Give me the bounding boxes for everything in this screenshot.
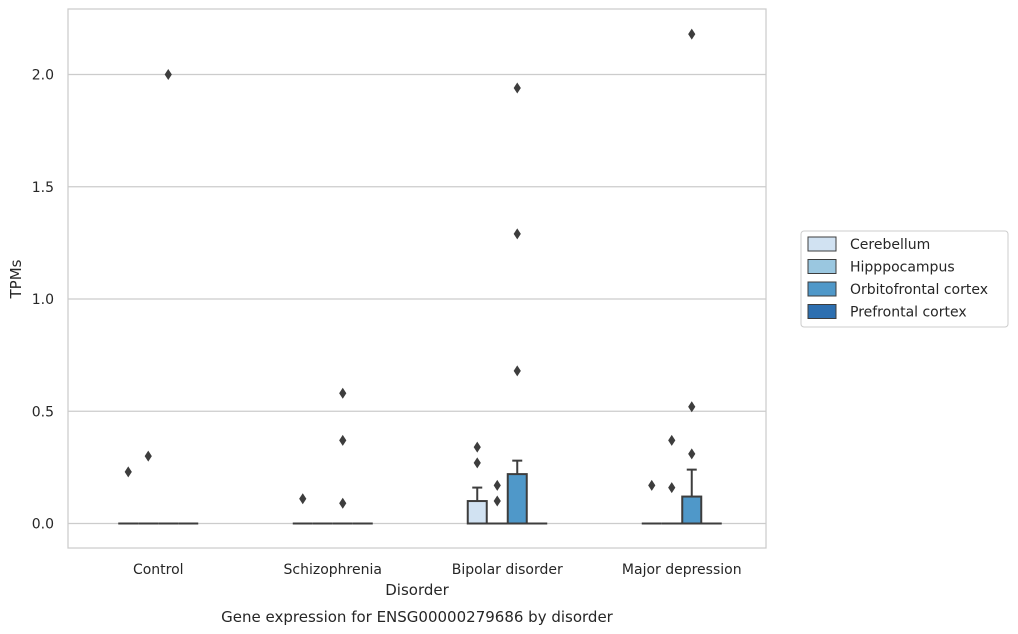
- y-tick-label: 1.5: [32, 180, 54, 196]
- outlier-point: [339, 497, 347, 509]
- box-group: [332, 387, 353, 525]
- outlier-point: [688, 401, 696, 413]
- y-tick-label: 0.0: [32, 517, 54, 533]
- plot-area: [118, 28, 722, 525]
- box-group: [487, 479, 508, 525]
- y-tick-label: 0.5: [32, 404, 54, 420]
- legend-label: Prefrontal cortex: [850, 305, 967, 321]
- legend-label: Orbitofrontal cortex: [850, 282, 988, 298]
- box: [681, 495, 703, 525]
- box-group: [118, 466, 139, 525]
- outlier-point: [513, 82, 521, 94]
- legend-label: Hipppocampus: [850, 260, 955, 276]
- plot-frame: [67, 8, 767, 549]
- outlier-point: [688, 448, 696, 460]
- outlier-point: [473, 441, 481, 453]
- box-group: [506, 82, 528, 525]
- outlier-point: [339, 387, 347, 399]
- outlier-point: [164, 69, 172, 80]
- box-group: [138, 450, 159, 525]
- box-group: [292, 493, 313, 525]
- legend: Cerebellum Hipppocampus Orbitofrontal cort…: [800, 230, 1009, 328]
- outlier-point: [513, 365, 521, 377]
- y-axis-ticks: 0.0 0.5 1.0 1.5 2.0: [32, 68, 54, 533]
- x-tick-label: Control: [133, 562, 184, 578]
- outlier-point: [668, 434, 676, 446]
- box-group: [466, 441, 488, 525]
- box-group: [641, 479, 662, 525]
- legend-frame: [800, 230, 1009, 328]
- legend-label: Cerebellum: [850, 237, 930, 253]
- box-group: [661, 434, 682, 525]
- outlier-point: [339, 434, 347, 446]
- outlier-point: [668, 482, 676, 494]
- outlier-point: [688, 28, 696, 40]
- x-axis-ticks: Control Schizophrenia Bipolar disorder Majo…: [133, 562, 742, 578]
- box-group: [681, 28, 703, 525]
- outlier-point: [493, 495, 501, 507]
- outlier-point: [473, 457, 481, 469]
- legend-swatch: [807, 281, 837, 297]
- gridlines: [68, 73, 766, 525]
- x-axis-label: Disorder: [385, 581, 449, 599]
- outlier-point: [513, 228, 521, 240]
- x-tick-label: Major depression: [622, 562, 742, 578]
- outlier-point: [124, 466, 132, 478]
- outlier-point: [144, 450, 152, 462]
- figure-caption: Gene expression for ENSG00000279686 by d…: [221, 608, 614, 626]
- box: [506, 473, 528, 525]
- outlier-point: [648, 479, 656, 491]
- legend-swatch: [807, 259, 837, 274]
- y-axis-label: TPMs: [7, 259, 25, 299]
- outlier-point: [493, 479, 501, 491]
- legend-swatch: [807, 236, 837, 252]
- legend-swatch: [807, 304, 837, 319]
- y-tick-label: 1.0: [32, 292, 54, 308]
- box-group: [158, 69, 179, 525]
- outlier-point: [299, 493, 307, 505]
- y-tick-label: 2.0: [32, 68, 54, 84]
- box: [466, 500, 488, 525]
- x-tick-label: Bipolar disorder: [452, 562, 563, 578]
- x-tick-label: Schizophrenia: [284, 562, 382, 578]
